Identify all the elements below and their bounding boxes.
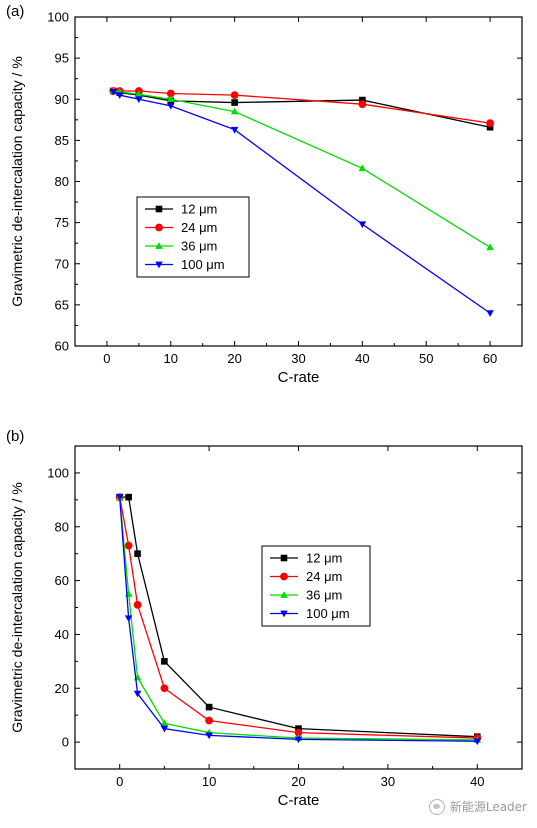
data-point [205, 703, 213, 711]
x-tick-label: 50 [419, 351, 433, 366]
y-tick-label: 80 [55, 519, 69, 534]
data-point [486, 123, 494, 131]
legend-label: 100 μm [306, 606, 350, 621]
data-point [231, 99, 238, 106]
data-point [160, 684, 169, 693]
panel-label: (b) [6, 428, 24, 445]
y-tick-label: 20 [55, 681, 69, 696]
x-tick-label: 40 [470, 774, 484, 789]
data-point [166, 89, 175, 98]
x-tick-label: 40 [355, 351, 369, 366]
x-tick-label: 0 [103, 351, 110, 366]
legend-box [136, 196, 250, 278]
data-point [115, 92, 124, 99]
y-axis-label: Gravimetric de-intercalation capacity / … [9, 56, 25, 307]
y-tick-label: 60 [55, 573, 69, 588]
legend-label: 24 μm [181, 220, 217, 235]
legend-label: 12 μm [306, 551, 342, 566]
data-point [205, 732, 213, 740]
data-point [135, 90, 143, 98]
legend-marker [280, 572, 288, 581]
data-point [160, 719, 169, 727]
x-tick-label: 20 [227, 351, 241, 366]
data-point [124, 615, 133, 623]
x-tick-label: 10 [202, 774, 216, 789]
data-point [486, 310, 494, 317]
data-point [109, 89, 118, 96]
data-point [125, 493, 132, 501]
legend-marker [155, 242, 163, 249]
legend: 12 μm 24 μm 36 μm 100 μm [136, 196, 250, 278]
y-tick-label: 40 [55, 627, 69, 642]
x-axis-label: C-rate [278, 369, 320, 386]
legend-label: 24 μm [306, 569, 342, 584]
data-point [135, 96, 143, 104]
data-point [230, 91, 239, 100]
x-tick-label: 20 [291, 774, 305, 789]
watermark: 新能源Leader [428, 798, 527, 815]
y-axis-label: Gravimetric de-intercalation capacity / … [9, 482, 25, 733]
data-point [124, 541, 133, 550]
legend: 12 μm 24 μm 36 μm 100 μm [261, 545, 371, 627]
legend-marker [280, 554, 288, 562]
data-point [133, 600, 142, 609]
data-point [133, 690, 142, 698]
data-point [166, 102, 175, 110]
y-tick-label: 100 [47, 10, 69, 25]
data-point [124, 590, 133, 597]
x-tick-label: 0 [116, 774, 123, 789]
legend-marker [280, 610, 288, 618]
data-point [115, 494, 124, 501]
y-tick-label: 65 [55, 297, 69, 312]
y-tick-label: 90 [55, 92, 69, 107]
chart-panel-1: 0 10 20 30 40 50 60 60 65 70 75 80 85 90 95 100 C-rate Gr… [6, 3, 523, 386]
x-tick-label: 10 [164, 351, 178, 366]
data-point [359, 96, 366, 104]
panel-label: (a) [6, 3, 24, 20]
legend-marker [155, 261, 163, 269]
data-point [230, 126, 239, 134]
y-tick-label: 0 [62, 735, 69, 750]
data-point [473, 738, 482, 746]
data-point [294, 736, 303, 744]
y-tick-label: 75 [55, 215, 69, 230]
data-point [160, 725, 169, 733]
legend-label: 100 μm [181, 257, 225, 272]
y-tick-label: 60 [55, 339, 69, 354]
plot-frame [74, 16, 523, 347]
y-tick-label: 80 [55, 174, 69, 189]
data-point [295, 725, 302, 732]
legend-box [261, 545, 371, 627]
watermark-text: 新能源Leader [449, 800, 527, 814]
data-point [205, 716, 214, 725]
data-point [358, 100, 367, 109]
data-point [230, 107, 239, 115]
legend-marker [155, 205, 163, 213]
legend-label: 36 μm [181, 239, 217, 254]
legend-marker [280, 591, 288, 598]
data-point [486, 243, 494, 251]
data-point [161, 658, 168, 665]
y-tick-label: 100 [47, 465, 69, 480]
y-tick-label: 70 [55, 256, 69, 271]
x-tick-label: 30 [291, 351, 305, 366]
wechat-icon [428, 798, 445, 815]
data-point [358, 221, 367, 229]
x-tick-label: 30 [381, 774, 395, 789]
legend-label: 36 μm [306, 588, 342, 603]
y-tick-label: 95 [55, 51, 69, 66]
y-tick-label: 85 [55, 133, 69, 148]
chart-panel-2: 0 10 20 30 40 0 20 40 60 80 100 C-rate Gravimetric d… [6, 428, 523, 809]
legend-marker [155, 223, 163, 232]
legend-label: 12 μm [181, 202, 217, 217]
x-axis-label: C-rate [278, 792, 320, 809]
data-point [486, 119, 494, 128]
x-tick-label: 60 [483, 351, 497, 366]
data-point [134, 550, 141, 557]
data-point [358, 164, 367, 172]
data-point [166, 95, 175, 103]
data-point [294, 728, 303, 737]
